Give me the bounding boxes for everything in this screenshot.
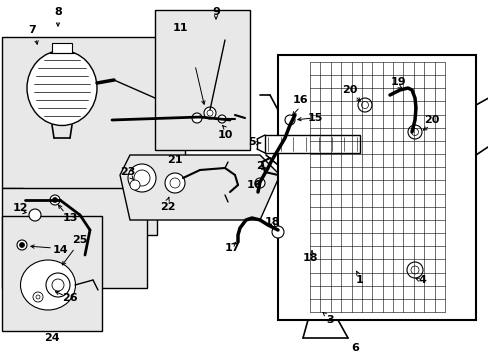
- Text: 15: 15: [306, 113, 322, 123]
- Circle shape: [33, 292, 43, 302]
- Circle shape: [285, 115, 294, 125]
- Text: 12: 12: [12, 203, 28, 213]
- Text: 14: 14: [52, 245, 68, 255]
- Ellipse shape: [27, 50, 97, 126]
- Text: 20: 20: [342, 85, 357, 95]
- Text: 22: 22: [160, 202, 175, 212]
- Circle shape: [206, 110, 213, 116]
- Circle shape: [36, 295, 40, 299]
- Text: 19: 19: [389, 77, 405, 87]
- Circle shape: [46, 273, 70, 297]
- Text: 18: 18: [302, 253, 317, 263]
- Circle shape: [52, 279, 64, 291]
- Bar: [52, 43, 72, 53]
- Circle shape: [203, 107, 216, 119]
- Text: 20: 20: [424, 115, 439, 125]
- Circle shape: [361, 102, 368, 108]
- Circle shape: [271, 226, 284, 238]
- Circle shape: [130, 180, 140, 190]
- Text: 26: 26: [62, 293, 78, 303]
- Circle shape: [170, 178, 180, 188]
- Text: 10: 10: [217, 130, 232, 140]
- Text: 24: 24: [44, 333, 60, 343]
- Bar: [278, 55, 475, 320]
- Circle shape: [406, 262, 422, 278]
- Circle shape: [254, 178, 264, 188]
- Polygon shape: [2, 37, 184, 235]
- Ellipse shape: [20, 260, 75, 310]
- Bar: [155, 10, 249, 150]
- Text: 23: 23: [120, 167, 135, 177]
- Circle shape: [134, 170, 150, 186]
- Text: 11: 11: [172, 23, 187, 33]
- Text: 13: 13: [62, 213, 78, 223]
- Bar: [2, 216, 102, 331]
- Circle shape: [411, 129, 418, 135]
- Circle shape: [192, 113, 202, 123]
- Circle shape: [407, 125, 421, 139]
- Text: 9: 9: [212, 7, 220, 17]
- Text: 3: 3: [325, 315, 333, 325]
- Bar: [264, 135, 359, 153]
- Text: 17: 17: [224, 243, 239, 253]
- Text: 5: 5: [248, 137, 255, 147]
- Text: 18: 18: [264, 217, 279, 227]
- Circle shape: [218, 115, 225, 123]
- Circle shape: [20, 243, 24, 248]
- Circle shape: [29, 209, 41, 221]
- Text: 16: 16: [246, 180, 262, 190]
- Text: 2: 2: [256, 161, 264, 171]
- Text: 16: 16: [292, 95, 307, 105]
- Circle shape: [357, 98, 371, 112]
- Circle shape: [50, 195, 60, 205]
- Circle shape: [52, 198, 58, 202]
- Circle shape: [128, 164, 156, 192]
- Bar: [2, 188, 147, 288]
- Text: 4: 4: [417, 275, 425, 285]
- Circle shape: [17, 240, 27, 250]
- Circle shape: [164, 173, 184, 193]
- Polygon shape: [120, 155, 280, 220]
- Text: 6: 6: [350, 343, 358, 353]
- Text: 21: 21: [167, 155, 183, 165]
- Text: 25: 25: [72, 235, 87, 245]
- Text: 7: 7: [28, 25, 36, 35]
- Circle shape: [410, 266, 418, 274]
- Text: 8: 8: [54, 7, 62, 17]
- Text: 1: 1: [355, 275, 363, 285]
